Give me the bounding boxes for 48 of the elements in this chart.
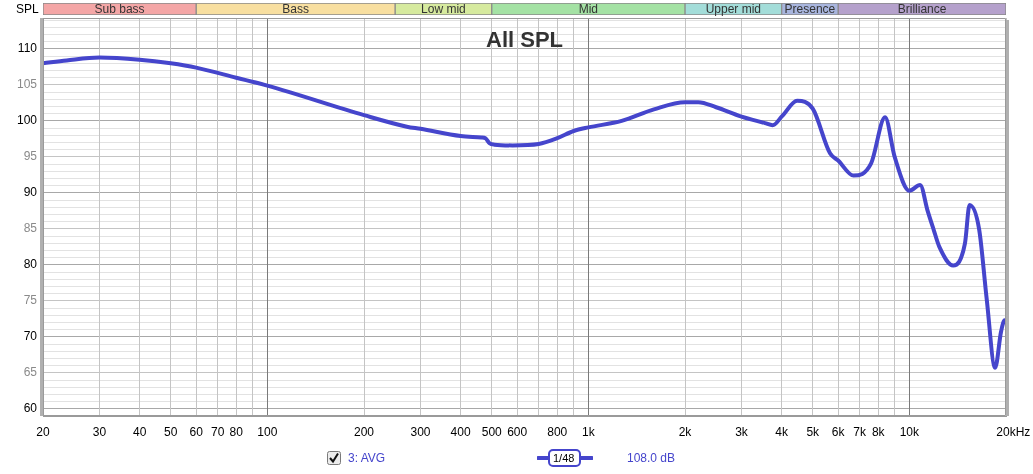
y-tick-label: 95: [23, 149, 38, 164]
y-tick-label: 85: [23, 221, 38, 236]
y-tick-label: 65: [23, 365, 38, 380]
x-tick-label: 6k: [831, 424, 846, 439]
series-label: Upper mid: [705, 2, 761, 17]
text: 108.0 dB: [627, 451, 676, 465]
y-tick-label: 80: [23, 257, 38, 272]
x-axis-title: Hz: [1015, 424, 1031, 439]
text: 1/48: [553, 451, 575, 465]
y-tick-label: 105: [16, 77, 38, 92]
y-tick-label: 110: [17, 41, 38, 56]
x-tick-label: 50: [164, 424, 178, 439]
series-label: Brilliance: [897, 2, 947, 17]
x-tick-label: 30: [92, 424, 107, 439]
series-label: Sub bass: [94, 2, 145, 17]
x-tick-label: 20: [36, 424, 50, 439]
x-tick-label: 4k: [775, 424, 789, 439]
x-tick-label: 8k: [871, 424, 886, 439]
y-axis-title: SPL: [16, 2, 40, 17]
x-tick-label: 500: [481, 424, 503, 439]
y-tick-label: 70: [23, 329, 38, 344]
x-tick-label: 2k: [678, 424, 693, 439]
x-tick-label: 600: [507, 424, 528, 439]
text: 3: AVG: [348, 451, 386, 465]
x-tick-label: 40: [132, 424, 147, 439]
x-tick-label: 60: [189, 424, 204, 439]
series-label: Presence: [784, 2, 836, 17]
x-tick-label: 1k: [582, 424, 596, 439]
x-tick-label: 3k: [735, 424, 749, 439]
series-label: Low mid: [421, 2, 466, 17]
y-tick-label: 75: [23, 293, 38, 308]
x-tick-label: 800: [547, 424, 568, 439]
y-tick-label: 90: [23, 185, 38, 200]
x-tick-label: 100: [257, 424, 278, 439]
y-tick-label: 60: [23, 401, 38, 416]
x-tick-label: 5k: [806, 424, 821, 439]
x-tick-label: 80: [229, 424, 244, 439]
x-tick-label: 7k: [853, 424, 867, 439]
x-tick-label: 10k: [899, 424, 921, 439]
x-tick-label: 20k: [996, 424, 1017, 439]
text: All SPL: [485, 27, 564, 53]
y-tick-label: 100: [16, 113, 38, 128]
x-tick-label: 300: [410, 424, 431, 439]
series-label: Mid: [578, 2, 599, 17]
x-tick-label: 70: [210, 424, 225, 439]
x-tick-label: 200: [353, 424, 375, 439]
series-label: Bass: [282, 2, 309, 17]
x-tick-label: 400: [450, 424, 471, 439]
